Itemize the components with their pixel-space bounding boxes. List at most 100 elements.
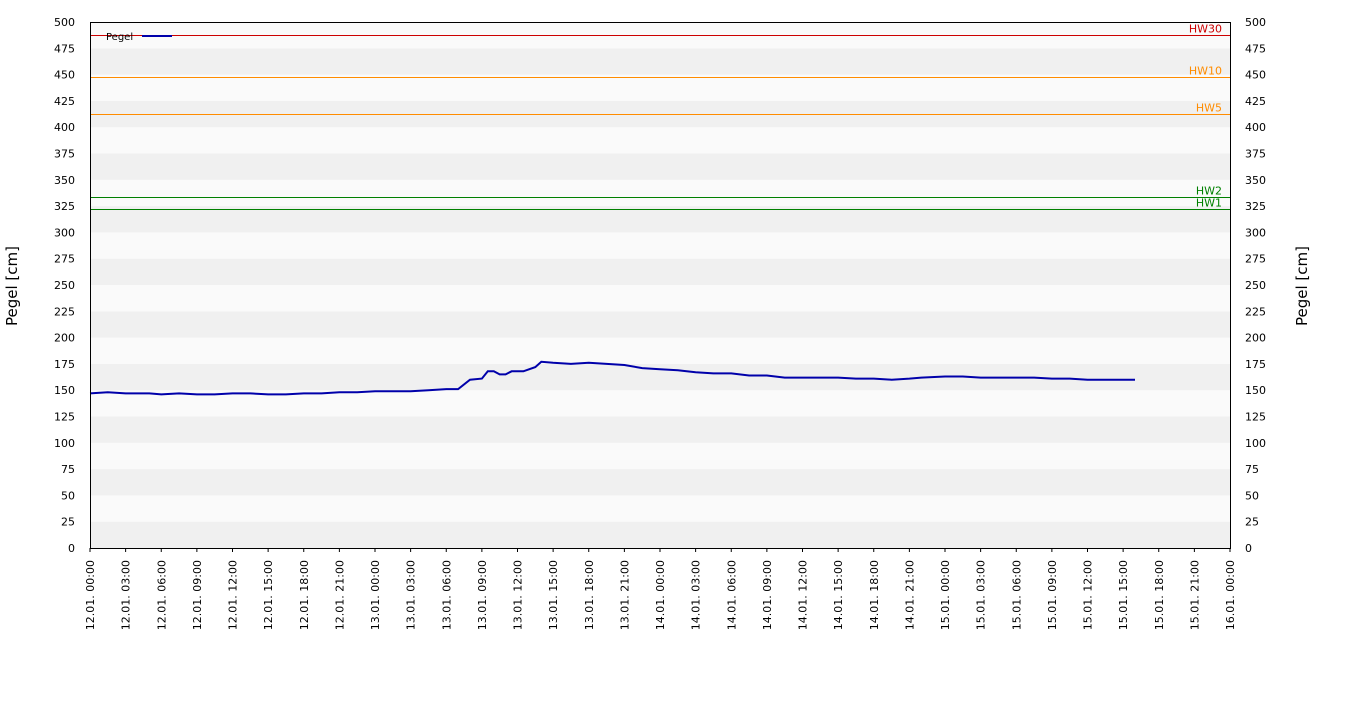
y-axis-right-title: Pegel [cm]	[1293, 246, 1311, 326]
y-tick-label-left: 475	[54, 42, 75, 55]
y-tick-label-left: 75	[61, 463, 75, 476]
y-tick-label-right: 275	[1245, 253, 1266, 266]
x-tick-label: 12.01. 06:00	[155, 560, 168, 630]
y-tick-label-left: 500	[54, 16, 75, 29]
y-tick-label-right: 300	[1245, 226, 1266, 239]
grid-band	[90, 285, 1230, 312]
grid-band	[90, 179, 1230, 207]
y-tick-label-left: 175	[54, 358, 75, 371]
grid-band	[90, 416, 1230, 443]
y-tick-label-right: 425	[1245, 95, 1266, 108]
x-tick-label: 12.01. 00:00	[84, 560, 97, 630]
grid-band	[90, 127, 1230, 154]
x-tick-label: 12.01. 03:00	[120, 560, 133, 630]
x-tick-label: 13.01. 09:00	[476, 560, 489, 630]
x-tick-label: 14.01. 09:00	[761, 560, 774, 630]
grid-band	[90, 206, 1230, 233]
grid-band	[90, 74, 1230, 101]
legend: Pegel	[106, 32, 172, 43]
y-tick-label-left: 425	[54, 95, 75, 108]
y-tick-label-left: 125	[54, 411, 75, 424]
y-tick-label-right: 450	[1245, 69, 1266, 82]
x-tick-label: 13.01. 06:00	[440, 560, 453, 630]
grid-band	[90, 232, 1230, 259]
x-tick-label: 13.01. 18:00	[583, 560, 596, 630]
y-tick-label-left: 150	[54, 384, 75, 397]
y-tick-label-left: 300	[54, 226, 75, 239]
x-tick-label: 15.01. 00:00	[939, 560, 952, 630]
y-tick-label-right: 175	[1245, 358, 1266, 371]
x-tick-label: 13.01. 03:00	[405, 560, 418, 630]
x-tick-label: 14.01. 03:00	[690, 560, 703, 630]
y-tick-label-left: 0	[68, 542, 75, 555]
legend-label-pegel: Pegel	[106, 32, 133, 43]
x-tick-label: 14.01. 21:00	[903, 560, 916, 630]
x-tick-label: 12.01. 18:00	[298, 560, 311, 630]
x-tick-label: 12.01. 21:00	[333, 560, 346, 630]
y-tick-label-left: 375	[54, 148, 75, 161]
x-tick-label: 15.01. 06:00	[1010, 560, 1023, 630]
x-tick-label: 15.01. 21:00	[1188, 560, 1201, 630]
y-tick-label-left: 350	[54, 174, 75, 187]
grid-band	[90, 311, 1230, 338]
y-tick-label-right: 125	[1245, 411, 1266, 424]
grid-bands	[90, 22, 1230, 548]
grid-band	[90, 521, 1230, 548]
y-tick-label-left: 225	[54, 305, 75, 318]
x-tick-label: 14.01. 18:00	[868, 560, 881, 630]
x-tick-label: 12.01. 09:00	[191, 560, 204, 630]
y-tick-label-right: 25	[1245, 516, 1259, 529]
threshold-label-hw2: HW2	[1196, 185, 1222, 198]
y-tick-label-right: 100	[1245, 437, 1266, 450]
y-tick-label-left: 50	[61, 489, 75, 502]
y-tick-label-right: 150	[1245, 384, 1266, 397]
y-tick-label-right: 475	[1245, 42, 1266, 55]
threshold-label-hw10: HW10	[1189, 65, 1222, 78]
x-tick-label: 15.01. 12:00	[1082, 560, 1095, 630]
x-tick-label: 14.01. 00:00	[654, 560, 667, 630]
y-tick-label-right: 400	[1245, 121, 1266, 134]
y-tick-label-left: 250	[54, 279, 75, 292]
grid-band	[90, 337, 1230, 364]
y-tick-label-left: 100	[54, 437, 75, 450]
y-tick-label-left: 400	[54, 121, 75, 134]
x-axis: 12.01. 00:00 12.01. 03:00 12.01. 06:00 12.0…	[84, 548, 1237, 630]
x-tick-label: 13.01. 12:00	[512, 560, 525, 630]
threshold-label-hw1: HW1	[1196, 197, 1222, 210]
x-tick-label: 12.01. 12:00	[227, 560, 240, 630]
y-tick-label-right: 0	[1245, 542, 1252, 555]
y-tick-label-right: 375	[1245, 148, 1266, 161]
y-axis-left: 0 25 50 75 100 125 150 175 200 225 250 275 300 325 350…	[54, 16, 75, 555]
x-tick-label: 15.01. 15:00	[1117, 560, 1130, 630]
x-tick-label: 12.01. 15:00	[262, 560, 275, 630]
y-tick-label-left: 450	[54, 69, 75, 82]
y-tick-label-right: 350	[1245, 174, 1266, 187]
grid-band	[90, 495, 1230, 522]
x-tick-label: 13.01. 21:00	[618, 560, 631, 630]
y-tick-label-right: 225	[1245, 305, 1266, 318]
y-tick-label-left: 325	[54, 200, 75, 213]
y-axis-left-title: Pegel [cm]	[3, 246, 21, 326]
threshold-label-hw5: HW5	[1196, 102, 1222, 115]
series-line-pegel	[89, 360, 1135, 396]
y-tick-label-left: 200	[54, 332, 75, 345]
y-tick-label-right: 325	[1245, 200, 1266, 213]
grid-band	[90, 153, 1230, 180]
y-axis-right: 0 25 50 75 100 125 150 175 200 225 250 275 300 325 350…	[1245, 16, 1266, 555]
y-tick-label-left: 25	[61, 516, 75, 529]
y-tick-label-left: 275	[54, 253, 75, 266]
x-tick-label: 16.01. 00:00	[1224, 560, 1237, 630]
grid-band	[90, 442, 1230, 470]
y-tick-label-right: 250	[1245, 279, 1266, 292]
x-tick-label: 15.01. 18:00	[1153, 560, 1166, 630]
x-tick-label: 13.01. 00:00	[369, 560, 382, 630]
series-layer	[89, 360, 1135, 396]
y-tick-label-right: 75	[1245, 463, 1259, 476]
x-tick-label: 13.01. 15:00	[547, 560, 560, 630]
y-tick-label-right: 500	[1245, 16, 1266, 29]
x-tick-label: 14.01. 06:00	[725, 560, 738, 630]
x-tick-label: 14.01. 12:00	[797, 560, 810, 630]
